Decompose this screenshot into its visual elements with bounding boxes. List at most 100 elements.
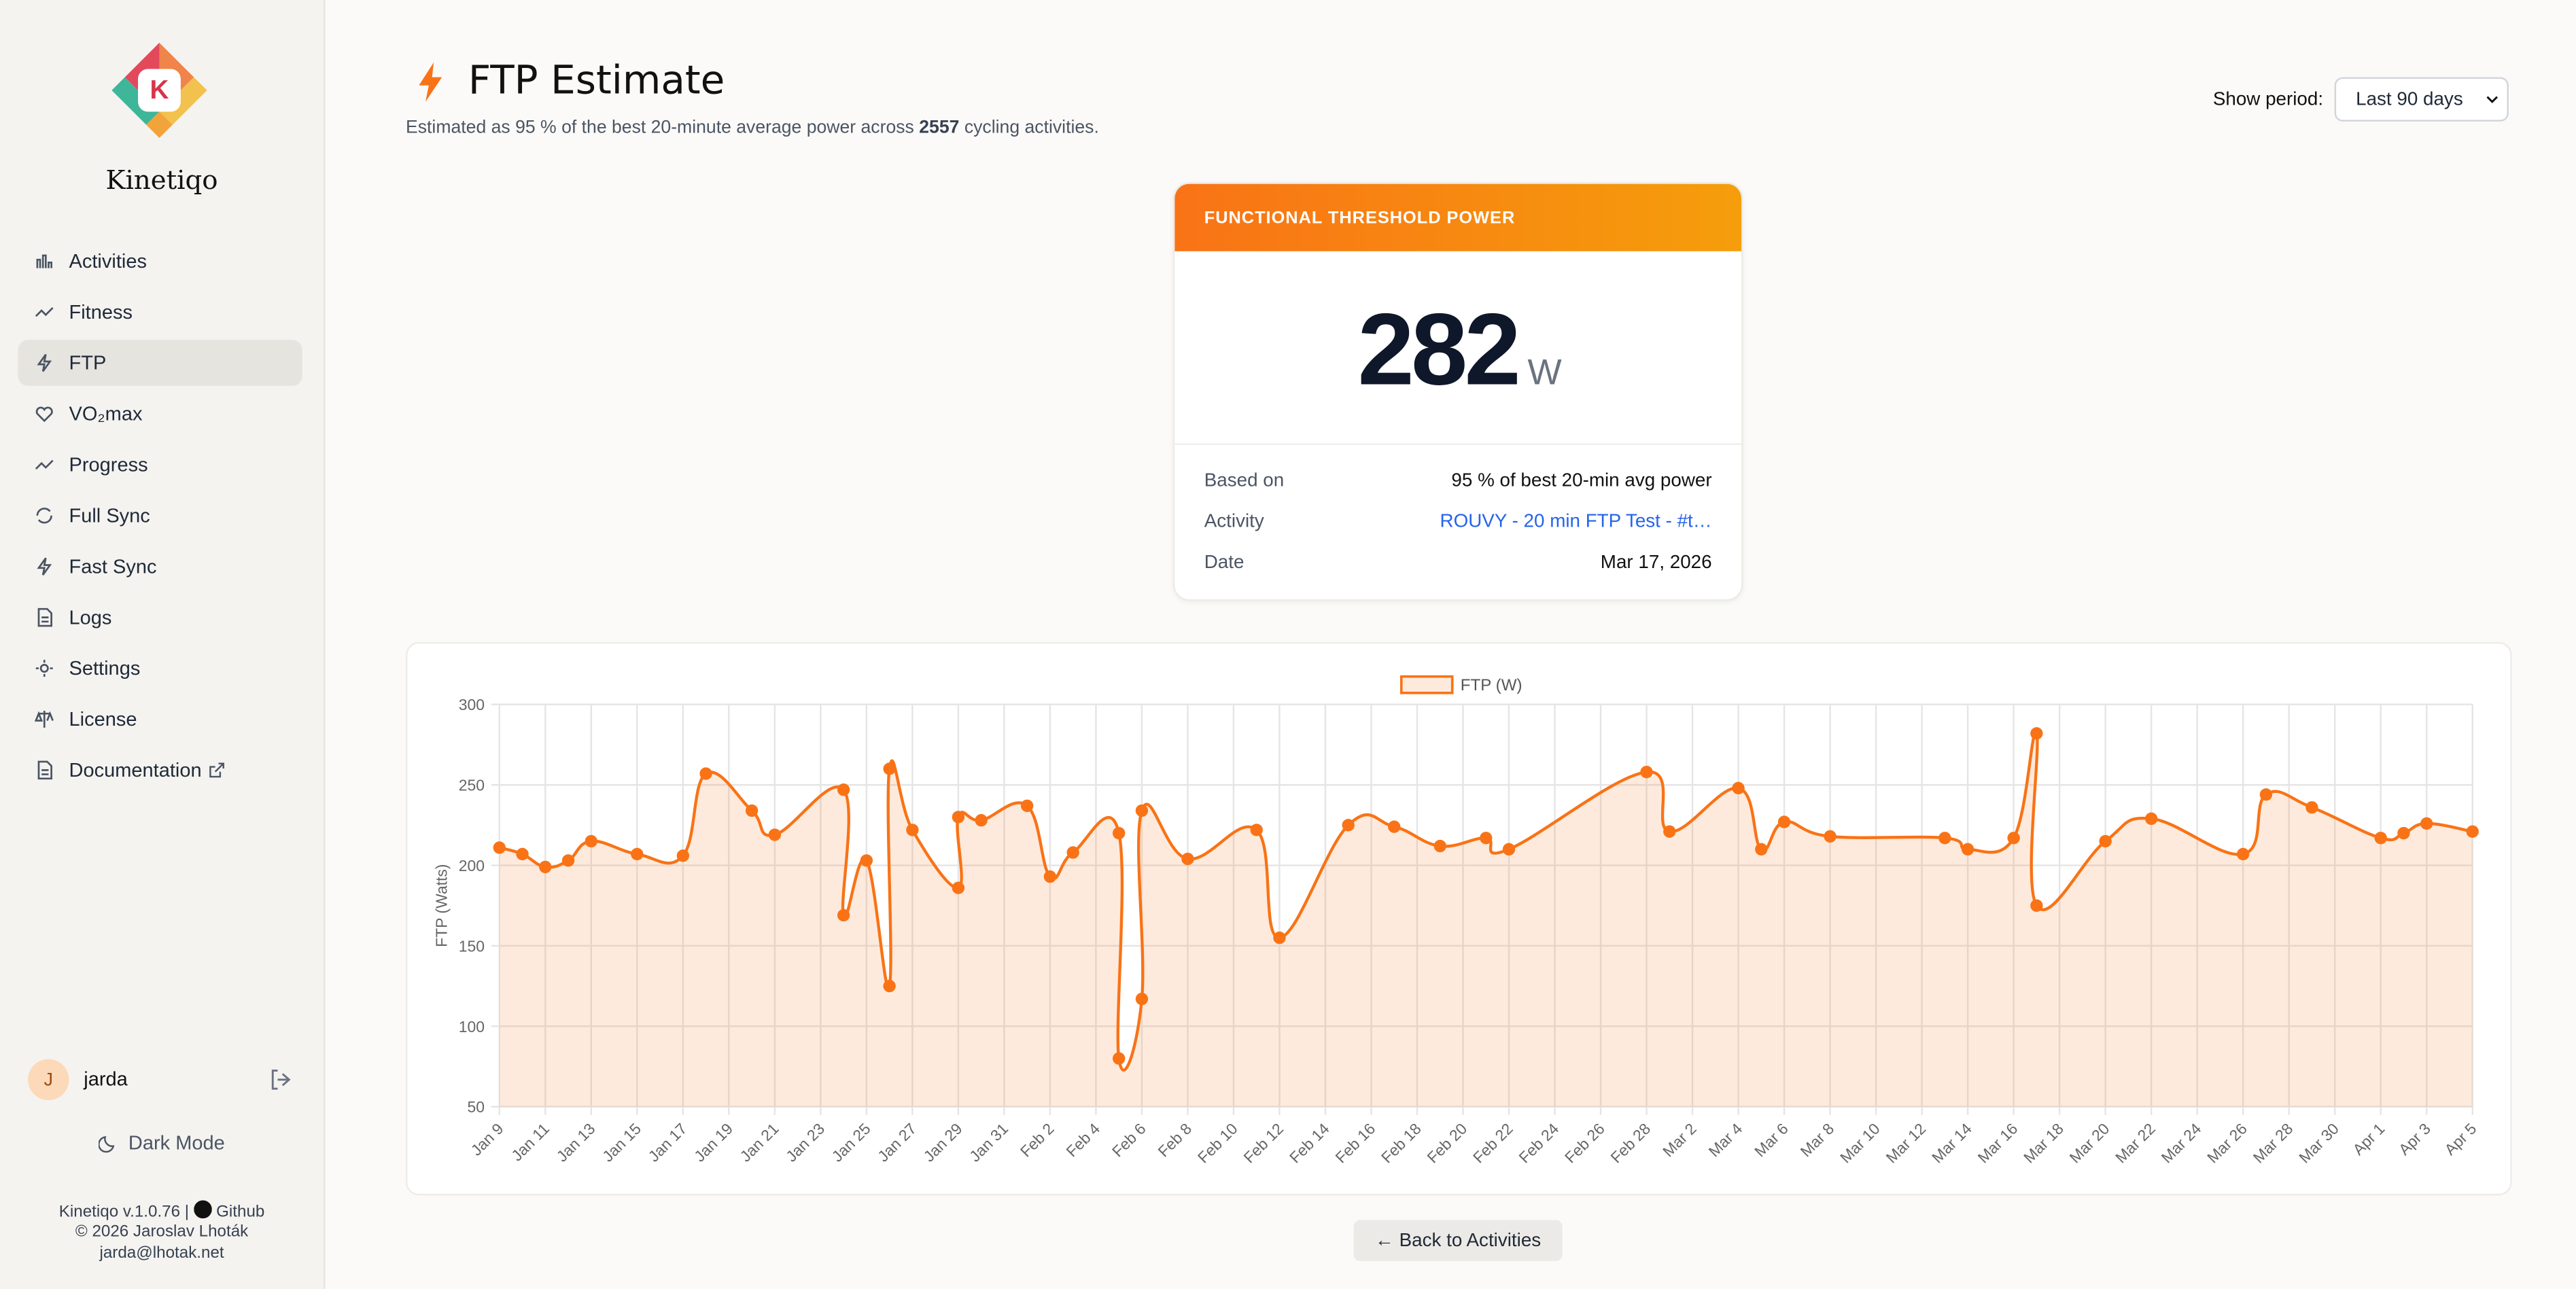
point [906, 824, 919, 836]
nav-label: Settings [69, 656, 141, 680]
footer-line: Kinetiqo v.1.0.76 | Github [0, 1200, 324, 1222]
point [1020, 799, 1034, 813]
x-tick-label: Mar 18 [2020, 1120, 2067, 1167]
icon-path [36, 508, 52, 524]
row-value: Mar 17, 2026 [1600, 553, 1712, 573]
point [1663, 825, 1676, 838]
point [1066, 846, 1079, 859]
nav-item[interactable]: Fitness [18, 289, 302, 335]
nav-item[interactable]: License [18, 696, 302, 743]
point [1112, 1052, 1126, 1065]
x-tick-label: Mar 16 [1974, 1120, 2021, 1167]
github-link[interactable]: Github [193, 1200, 264, 1222]
nav-icon [36, 508, 52, 524]
activity-link[interactable]: ROUVY - 20 min FTP Test - #t… [1440, 512, 1712, 532]
nav-icon [35, 406, 53, 423]
nav-label: VO₂max [69, 402, 143, 425]
nav-item[interactable]: VO₂max [18, 391, 302, 437]
chart: 50 100 150 200 250 300 Jan 9 Jan 11 Jan 13 Jan 15… [432, 675, 2480, 1167]
nav-icon [37, 557, 52, 576]
x-tick-label: Mar 28 [2250, 1120, 2297, 1167]
area [499, 732, 2473, 1107]
info-row: Activity ROUVY - 20 min FTP Test - #t… [1204, 512, 1712, 532]
x-tick-label: Jan 15 [599, 1120, 644, 1165]
nav-icon [37, 607, 52, 627]
nav-icon [35, 660, 53, 677]
chevron [2486, 96, 2499, 103]
version: Kinetiqo v.1.0.76 | [58, 1203, 190, 1222]
icon-path [35, 306, 54, 317]
back-button[interactable]: ← Back to Activities [1353, 1220, 1563, 1261]
nav-item[interactable]: Settings [18, 646, 302, 692]
point [1938, 832, 1951, 845]
subtitle: Estimated as 95 % of the best 20-minute … [406, 118, 1099, 138]
nav-item[interactable]: FTP [18, 340, 302, 386]
icon-path [35, 406, 53, 423]
nav-label: Full Sync [69, 504, 150, 527]
x-tick-label: Feb 20 [1423, 1120, 1470, 1167]
x-tick-label: Jan 31 [966, 1120, 1011, 1165]
logout-button[interactable] [268, 1067, 292, 1092]
nav-item[interactable]: Fast Sync [18, 544, 302, 590]
nav-icon [35, 459, 54, 470]
point [2236, 847, 2250, 861]
row-key: Activity [1204, 512, 1264, 532]
nav-label: Fitness [69, 300, 133, 324]
nav-item[interactable]: Activities [18, 238, 302, 284]
dark-mode-toggle[interactable]: Dark Mode [0, 1131, 324, 1154]
x-tick-label: Mar 4 [1705, 1120, 1745, 1161]
activity-count: 2557 [919, 118, 960, 138]
row-value: 95 % of best 20-min avg power [1451, 471, 1712, 491]
subtitle-text: cycling activities. [964, 118, 1099, 138]
x-tick-label: Feb 6 [1109, 1120, 1149, 1161]
copyright: © 2026 Jaroslav Lhoták [75, 1223, 249, 1241]
y-tick-label: 300 [459, 696, 485, 713]
x-tick-label: Feb 22 [1469, 1120, 1516, 1167]
x-tick-label: Jan 23 [782, 1120, 828, 1165]
nav-item[interactable]: Full Sync [18, 493, 302, 539]
period-select[interactable]: Last 90 days [2334, 77, 2509, 122]
nav-item[interactable]: Documentation [18, 747, 302, 794]
moon-icon [98, 1136, 115, 1153]
point [1135, 992, 1149, 1006]
y-axis-label: FTP (Watts) [432, 864, 450, 947]
x-tick-label: Mar 12 [1883, 1120, 1930, 1167]
github-icon [193, 1200, 212, 1219]
x-tick-label: Feb 10 [1194, 1120, 1241, 1167]
ftp-unit: W [1527, 351, 1562, 393]
x-tick-label: Feb 14 [1286, 1120, 1333, 1167]
point [2374, 832, 2387, 845]
nav-label: FTP [69, 351, 107, 374]
x-tick-label: Mar 6 [1751, 1120, 1792, 1161]
x-tick-label: Feb 8 [1154, 1120, 1195, 1161]
point [2030, 727, 2043, 740]
icon-path [37, 607, 52, 627]
point [2030, 899, 2043, 912]
x-tick-label: Jan 21 [737, 1120, 782, 1165]
point [2144, 812, 2158, 826]
point [1777, 815, 1791, 828]
card-value-wrap: 282 W [1174, 292, 1741, 409]
nav-item[interactable]: Logs [18, 595, 302, 641]
point [1824, 830, 1837, 843]
x-tick-label: Mar 10 [1837, 1120, 1883, 1167]
icon-path [36, 254, 52, 268]
icon-path [209, 762, 224, 778]
point [516, 847, 529, 861]
x-tick-label: Feb 26 [1561, 1120, 1608, 1167]
nav-icon [34, 711, 54, 728]
icon-path [37, 353, 52, 372]
point [2397, 826, 2410, 840]
point [1388, 820, 1401, 833]
external-icon [209, 762, 224, 778]
legend-label: FTP (W) [1461, 676, 1522, 694]
point [1640, 765, 1653, 779]
point [837, 908, 850, 922]
brand: Kinetiqo [105, 164, 218, 196]
x-tick-label: Feb 16 [1331, 1120, 1378, 1167]
nav-item[interactable]: Progress [18, 442, 302, 488]
email: jarda@lhotak.net [99, 1244, 224, 1263]
point [952, 881, 965, 894]
y-tick-label: 200 [459, 857, 485, 875]
